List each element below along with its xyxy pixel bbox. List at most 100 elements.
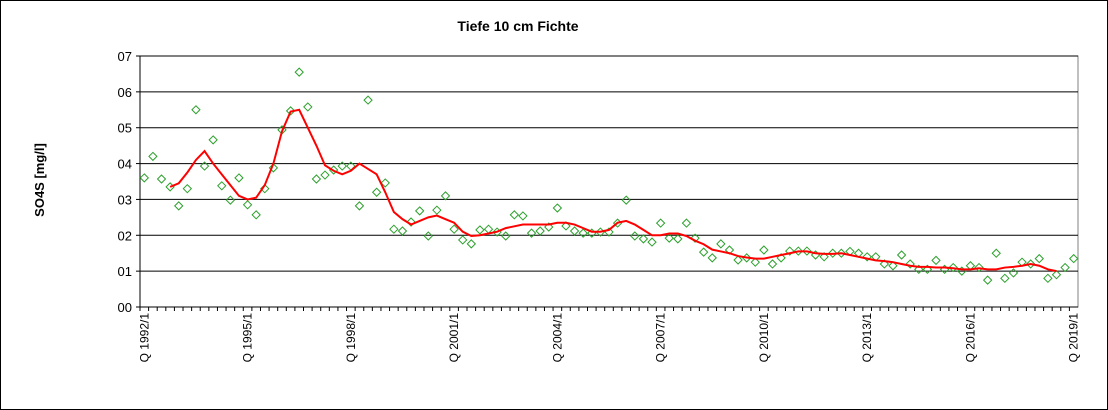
data-point	[526, 228, 537, 238]
data-point	[862, 252, 872, 262]
x-tick-label: Q 2013/1	[860, 313, 874, 363]
data-point	[423, 231, 433, 241]
data-point	[828, 248, 838, 258]
data-point	[242, 200, 253, 210]
data-point	[1051, 270, 1062, 280]
data-point	[655, 218, 666, 228]
data-point	[354, 201, 365, 211]
y-tick-label: 01	[118, 264, 132, 279]
data-point	[698, 247, 709, 257]
data-point	[759, 245, 769, 255]
chart-title: Tiefe 10 cm Fichte	[457, 18, 578, 34]
data-point	[578, 228, 588, 238]
data-point	[457, 235, 468, 245]
data-point	[630, 231, 640, 241]
data-point	[414, 206, 425, 216]
data-point	[509, 210, 520, 220]
y-tick-label: 07	[118, 49, 132, 64]
data-point	[888, 261, 898, 271]
y-tick-label: 06	[118, 85, 132, 100]
data-point	[174, 201, 184, 211]
data-point	[638, 234, 649, 244]
data-point	[225, 195, 236, 205]
x-tick-label: Q 2019/1	[1067, 313, 1081, 363]
data-point	[311, 174, 322, 184]
data-point	[793, 246, 804, 256]
data-point	[363, 95, 373, 105]
data-point	[1060, 262, 1070, 273]
data-point	[1008, 268, 1019, 278]
x-tick-label: Q 2016/1	[963, 313, 977, 363]
data-point	[234, 173, 244, 183]
data-point	[681, 218, 692, 228]
data-point	[285, 106, 296, 116]
data-point	[544, 222, 554, 232]
data-point	[974, 262, 984, 273]
data-point	[380, 178, 390, 188]
y-tick-label: 02	[118, 228, 132, 243]
data-point	[475, 225, 485, 235]
data-point	[767, 259, 778, 269]
data-point	[664, 233, 674, 243]
data-point	[371, 187, 382, 197]
data-point	[182, 183, 193, 194]
data-point	[647, 237, 657, 247]
data-point	[673, 234, 683, 244]
y-tick-label: 03	[118, 192, 132, 207]
data-point	[501, 231, 511, 241]
data-point	[750, 257, 761, 267]
data-point	[836, 248, 847, 258]
data-point	[1043, 273, 1053, 284]
data-point	[561, 221, 571, 231]
data-point	[432, 205, 442, 215]
data-point	[217, 181, 227, 191]
data-point	[466, 239, 477, 249]
data-point	[1000, 273, 1010, 284]
x-tick-label: Q 2007/1	[654, 313, 668, 363]
data-point	[931, 255, 941, 266]
data-point	[406, 217, 416, 227]
x-tick-label: Q 1992/1	[137, 313, 151, 363]
data-point	[707, 253, 717, 263]
trend-line	[169, 108, 1057, 273]
plot-area	[139, 55, 1079, 308]
data-point	[733, 255, 743, 265]
y-axis-label: SO4S [mg/l]	[32, 143, 47, 217]
data-point	[948, 262, 958, 273]
data-point	[879, 259, 890, 269]
data-point	[552, 203, 563, 213]
x-tick-label: Q 1995/1	[241, 313, 255, 363]
data-point	[991, 248, 1001, 258]
data-point	[905, 259, 915, 269]
data-point	[449, 224, 459, 234]
data-point	[785, 246, 795, 256]
data-point	[337, 161, 347, 171]
data-point	[199, 161, 210, 171]
data-point	[569, 226, 580, 236]
data-point	[690, 233, 700, 243]
data-point	[518, 211, 528, 221]
data-point	[914, 264, 924, 275]
data-point	[251, 210, 261, 220]
data-point	[208, 135, 218, 145]
data-point	[982, 275, 993, 285]
x-tick-label: Q 1998/1	[344, 313, 358, 363]
y-tick-label: 05	[118, 121, 132, 136]
data-point	[191, 105, 201, 115]
data-point	[535, 226, 545, 236]
data-point	[1068, 253, 1079, 264]
x-tick-label: Q 2010/1	[757, 313, 771, 363]
data-point	[156, 174, 167, 184]
y-tick-label: 00	[118, 300, 132, 315]
y-tick-label: 04	[118, 157, 132, 172]
data-point	[716, 239, 726, 249]
data-point	[303, 102, 313, 112]
data-point	[148, 151, 158, 162]
data-point	[896, 250, 907, 260]
data-point	[802, 246, 812, 256]
data-point	[621, 195, 631, 205]
x-tick-label: Q 2004/1	[550, 313, 564, 363]
data-point	[294, 67, 304, 77]
data-point	[440, 191, 451, 201]
